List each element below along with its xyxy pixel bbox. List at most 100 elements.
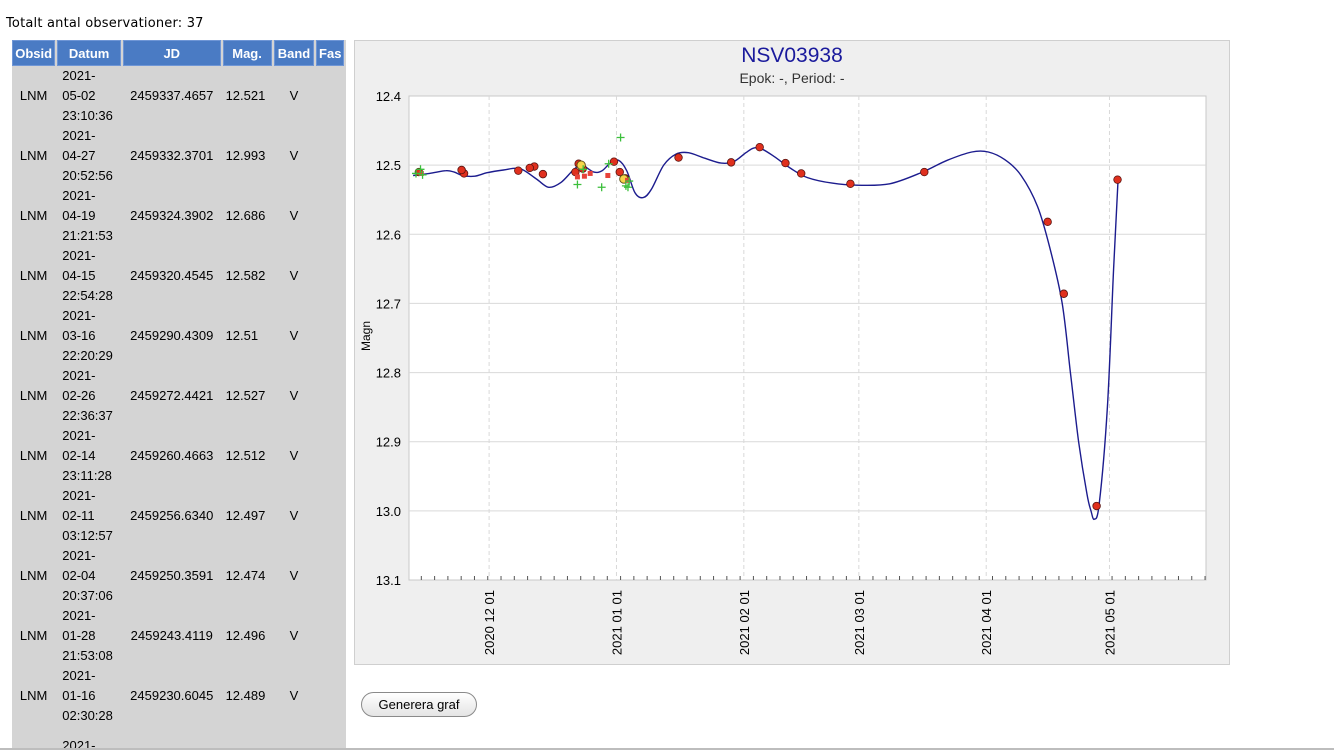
- data-point-red: [781, 158, 790, 168]
- date-cell: 2021- 04-15 22:54:28: [57, 246, 121, 306]
- band-cell-band: V: [289, 268, 299, 283]
- mag-cell-mag: 12.512: [225, 448, 266, 463]
- data-point-cross: [623, 183, 632, 192]
- date-cell-date-t: 03:12:57: [62, 528, 113, 543]
- data-point-red: [726, 158, 736, 167]
- obsid-cell: LNM: [12, 306, 55, 366]
- generate-graph-button[interactable]: Generera graf: [361, 692, 477, 717]
- data-point-red: [1092, 501, 1101, 511]
- date-cell-date-md: 01-28: [62, 628, 96, 643]
- phase-cell: [316, 366, 344, 426]
- date-cell: 2021- 05-02 23:10:36: [57, 66, 121, 126]
- mag-cell: 12.489: [223, 666, 272, 726]
- date-cell-date-y: 2021-: [62, 368, 96, 383]
- bottom-divider: [0, 748, 1334, 750]
- phase-cell: [316, 126, 344, 186]
- data-points: [411, 133, 1122, 511]
- col-header-obsid[interactable]: Obsid: [12, 40, 56, 66]
- date-cell-date-y: 2021-: [62, 548, 96, 563]
- band-cell: V: [274, 186, 315, 246]
- mag-cell: 12.521: [223, 66, 272, 126]
- date-cell-date-y: 2021-: [62, 738, 96, 750]
- jd-cell-jd: 2459290.4309: [130, 328, 214, 343]
- data-point-square: [625, 177, 631, 183]
- fit-curve: [413, 146, 1119, 521]
- obsid-cell: LNM: [12, 126, 55, 186]
- mag-cell-mag: 12.993: [225, 148, 266, 163]
- jd-cell-jd: 2459260.4663: [130, 448, 214, 463]
- date-cell-date-y: 2021-: [62, 128, 96, 143]
- jd-cell: 2459256.6340: [123, 486, 221, 546]
- col-header-datum[interactable]: Datum: [57, 40, 121, 66]
- mag-cell-mag: 12.497: [225, 508, 266, 523]
- data-point-red: [1059, 289, 1069, 298]
- date-cell-date-t: 20:52:56: [62, 168, 113, 183]
- band-cell-band: V: [289, 208, 299, 223]
- table-row: LNM 2021- 03-16 22:20:29 2459290.4309 12.51 V: [12, 306, 344, 366]
- col-header-fas[interactable]: Fas: [316, 40, 344, 66]
- date-cell-date-t: 23:11:28: [62, 468, 112, 483]
- jd-cell: 2459250.3591: [123, 546, 221, 606]
- mag-cell: 12.474: [223, 546, 272, 606]
- data-point-red: [674, 153, 683, 162]
- obsid-cell: LNM: [12, 186, 55, 246]
- mag-cell: 12.527: [223, 366, 272, 426]
- band-cell-band: V: [289, 568, 299, 583]
- axes: 12.4 12.5 12.6 12.7 12.8 12.9 13.0 13.1 2020 12 …: [376, 89, 1206, 655]
- data-point-yellow: [576, 160, 586, 170]
- date-cell-date-md: 02-26: [62, 388, 96, 403]
- date-cell-date-md: 04-27: [62, 148, 96, 163]
- total-observations-label: Totalt antal observationer: 37: [6, 16, 204, 31]
- date-cell: 2021- 02-11 03:12:57: [57, 486, 121, 546]
- table-row: LNM 2021- 02-14 23:11:28 2459260.4663 12.512 V: [12, 426, 344, 486]
- date-cell: 2021- 02-26 22:36:37: [57, 366, 121, 426]
- date-cell-date-md: 02-11: [62, 508, 95, 523]
- y-tick-label: 13.1: [376, 573, 401, 588]
- band-cell: V: [274, 246, 315, 306]
- jd-cell: 2459320.4545: [123, 246, 221, 306]
- table-row: LNM 2021- 02-26 22:36:37 2459272.4421 12.527 V: [12, 366, 344, 426]
- date-cell-date-md: 04-15: [62, 268, 96, 283]
- phase-cell: [316, 546, 344, 606]
- jd-cell: 2459324.3902: [123, 186, 221, 246]
- date-cell: 2021- 03-16 22:20:29: [57, 306, 121, 366]
- data-point-cross: [597, 183, 606, 192]
- table-row: LNM 2021- 04-15 22:54:28 2459320.4545 12.582 V: [12, 246, 344, 306]
- obsid-cell-obsid: LNM: [19, 88, 48, 103]
- y-axis-label: Magn: [359, 321, 373, 351]
- date-cell: 2021- 04-27 20:52:56: [57, 126, 121, 186]
- phase-cell: [316, 486, 344, 546]
- chart-subtitle: Epok: -, Period: -: [739, 70, 844, 86]
- date-cell: 2021- 02-14 23:11:28: [57, 426, 121, 486]
- jd-cell: 2459332.3701: [123, 126, 221, 186]
- band-cell-band: V: [289, 388, 299, 403]
- date-cell-date-t: 20:37:06: [62, 588, 113, 603]
- date-cell-date-md: 05-02: [62, 88, 96, 103]
- jd-cell-jd: 2459243.4119: [130, 628, 213, 643]
- band-cell-band: V: [289, 688, 299, 703]
- band-cell: V: [274, 126, 315, 186]
- table-row: LNM 2021- 05-02 23:10:36 2459337.4657 12.521 V: [12, 66, 344, 126]
- data-point-cross: [579, 165, 588, 174]
- mag-cell-mag: 12.686: [225, 208, 266, 223]
- mag-cell: 12.512: [223, 426, 272, 486]
- date-cell-date-y: 2021-: [62, 188, 96, 203]
- table-row: LNM 2021- 02-11 03:12:57 2459256.6340 12.497 V: [12, 486, 344, 546]
- data-point-red: [525, 163, 534, 173]
- observations-table: Obsid Datum JD Mag. Band Fas LNM 2021- 05-…: [12, 40, 346, 750]
- date-cell-date-md: 04-19: [62, 208, 96, 223]
- data-point-square: [605, 173, 611, 179]
- data-point-cross: [573, 180, 582, 189]
- obsid-cell-obsid: LNM: [19, 268, 48, 283]
- data-point-square: [581, 173, 587, 179]
- date-cell-date-y: 2021-: [62, 668, 96, 683]
- mag-cell: 12.582: [223, 246, 272, 306]
- table-row: LNM 2021- 04-19 21:21:53 2459324.3902 12.686 V: [12, 186, 344, 246]
- col-header-jd[interactable]: JD: [122, 40, 221, 66]
- col-header-band[interactable]: Band: [273, 40, 315, 66]
- band-cell: V: [274, 66, 315, 126]
- col-header-mag[interactable]: Mag.: [222, 40, 272, 66]
- x-tick-label: 2021 04 01: [979, 590, 994, 655]
- obsid-cell-obsid: LNM: [19, 208, 48, 223]
- date-cell-date-y: 2021-: [62, 488, 96, 503]
